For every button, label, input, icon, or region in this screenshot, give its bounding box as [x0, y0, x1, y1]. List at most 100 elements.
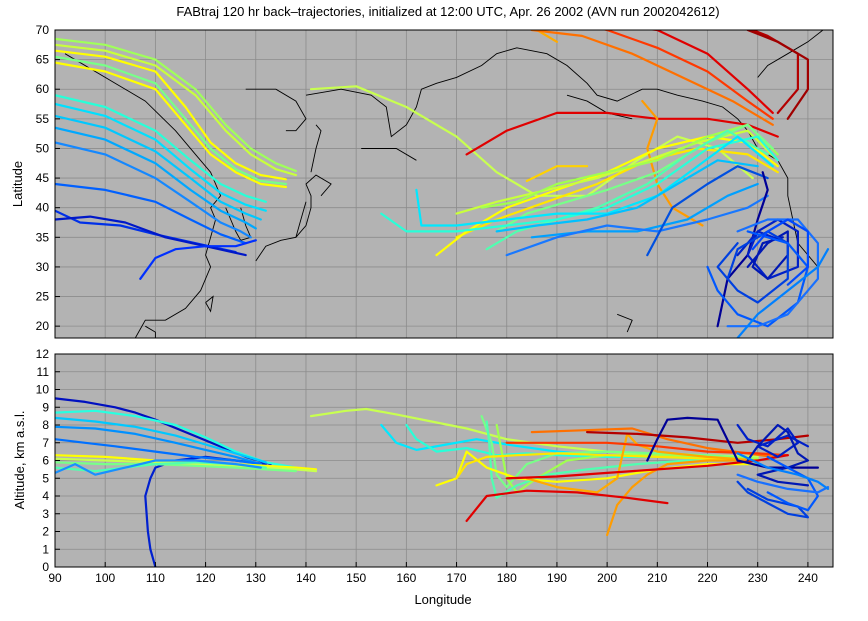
coastline-segment [255, 174, 332, 262]
map-trajectory-20 [465, 111, 779, 156]
altitude-trajectories [55, 397, 830, 567]
longitude-tick-label: 160 [396, 571, 416, 585]
map-trajectory-14 [139, 239, 257, 280]
altitude-trajectory-31 [766, 455, 820, 512]
map-y-tick-label: 25 [36, 290, 50, 304]
map-trajectory-4 [55, 55, 287, 186]
latitude-tick-labels: 20 25 30 35 40 45 50 55 60 65 70 [36, 23, 60, 333]
map-trajectory-24 [525, 165, 589, 183]
latitude-axis-label: Latitude [10, 161, 25, 207]
map-y-tick-label: 60 [36, 82, 50, 96]
longitude-tick-label: 100 [95, 571, 115, 585]
altitude-y-tick-label: 6 [42, 454, 49, 468]
coastline-segment [310, 124, 322, 173]
coastline-segment [566, 94, 633, 120]
altitude-y-tick-label: 11 [37, 365, 50, 379]
altitude-trajectory-8 [55, 457, 318, 473]
longitude-tick-label: 170 [447, 571, 467, 585]
map-y-tick-label: 20 [36, 319, 50, 333]
figure-title: FABtraj 120 hr back–trajectories, initia… [176, 4, 719, 19]
longitude-tick-label: 120 [196, 571, 216, 585]
longitude-tick-label: 200 [597, 571, 617, 585]
longitude-tick-label: 240 [798, 571, 818, 585]
map-trajectory-36 [646, 165, 769, 257]
longitude-tick-label: 220 [698, 571, 718, 585]
map-trajectory-3 [55, 49, 287, 181]
coastline-segment [361, 148, 417, 161]
map-trajectory-44 [736, 248, 830, 338]
map-trajectory-17 [530, 30, 774, 126]
altitude-trajectory-19 [455, 452, 759, 480]
map-y-tick-label: 35 [36, 230, 50, 244]
map-trajectory-43 [751, 218, 810, 286]
longitude-tick-label: 140 [296, 571, 316, 585]
coastline-segment [295, 201, 307, 238]
map-trajectory-6 [55, 94, 267, 203]
map-trajectory-42 [726, 218, 820, 328]
map-trajectory-16 [534, 30, 559, 43]
map-trajectory-19 [647, 30, 774, 115]
altitude-grid [55, 354, 833, 567]
map-trajectory-39 [746, 230, 789, 280]
map-trajectory-40 [716, 230, 789, 304]
altitude-trajectory-9 [55, 461, 297, 473]
map-trajectory-30 [485, 129, 769, 251]
map-trajectories [55, 30, 830, 338]
altitude-frame [54, 353, 834, 568]
altitude-y-tick-label: 3 [42, 507, 49, 521]
altitude-trajectory-29 [746, 423, 810, 487]
altitude-y-tick-label: 5 [42, 471, 49, 485]
altitude-trajectory-23 [505, 441, 789, 457]
altitude-trajectory-5 [55, 425, 262, 466]
altitude-trajectory-30 [736, 480, 810, 519]
altitude-y-tick-label: 4 [42, 489, 49, 503]
altitude-y-tick-label: 7 [42, 436, 49, 450]
map-trajectory-2 [55, 43, 297, 177]
altitude-y-tick-label: 0 [42, 560, 49, 574]
map-trajectory-5 [55, 61, 287, 189]
coastlines [64, 30, 824, 338]
map-trajectory-29 [495, 123, 774, 233]
map-trajectory-1 [55, 37, 297, 173]
map-trajectory-7 [55, 102, 267, 212]
altitude-y-tick-label: 1 [42, 542, 49, 556]
altitude-trajectory-32 [736, 473, 830, 494]
map-trajectory-35 [505, 194, 769, 257]
altitude-y-tick-label: 2 [42, 525, 49, 539]
altitude-y-tick-label: 8 [42, 418, 49, 432]
longitude-tick-label: 90 [48, 571, 62, 585]
coastline-segment [617, 313, 633, 333]
altitude-y-tick-label: 10 [36, 383, 50, 397]
altitude-trajectory-28 [736, 423, 810, 458]
map-trajectory-23 [641, 99, 704, 227]
map-y-tick-label: 45 [36, 171, 50, 185]
map-y-tick-label: 70 [36, 23, 50, 37]
map-trajectory-11 [55, 182, 247, 245]
map-y-tick-label: 40 [36, 201, 50, 215]
map-trajectory-10 [55, 141, 252, 239]
altitude-axis-label: Altitude, km a.s.l. [12, 411, 27, 510]
altitude-trajectory-4 [55, 416, 267, 464]
altitude-trajectory-26 [585, 431, 810, 444]
map-trajectory-22 [746, 30, 810, 120]
map-trajectory-13 [55, 215, 247, 257]
longitude-tick-label: 230 [748, 571, 768, 585]
longitude-axis-label: Longitude [414, 592, 471, 607]
map-y-tick-label: 55 [36, 112, 50, 126]
coastline-segment [145, 325, 156, 338]
map-trajectory-33 [495, 159, 759, 233]
longitude-tick-label: 180 [497, 571, 517, 585]
map-trajectory-41 [706, 230, 810, 328]
coastline-segment [205, 295, 214, 313]
map-trajectory-8 [55, 114, 262, 221]
altitude-trajectory-24 [465, 489, 669, 523]
altitude-trajectory-21 [605, 459, 759, 537]
map-frame [54, 29, 834, 339]
longitude-tick-label: 190 [547, 571, 567, 585]
altitude-y-tick-label: 12 [36, 347, 50, 361]
map-y-tick-label: 50 [36, 141, 50, 155]
altitude-trajectory-11 [55, 459, 262, 476]
coastline-segment [757, 30, 824, 78]
map-trajectory-9 [55, 126, 257, 230]
